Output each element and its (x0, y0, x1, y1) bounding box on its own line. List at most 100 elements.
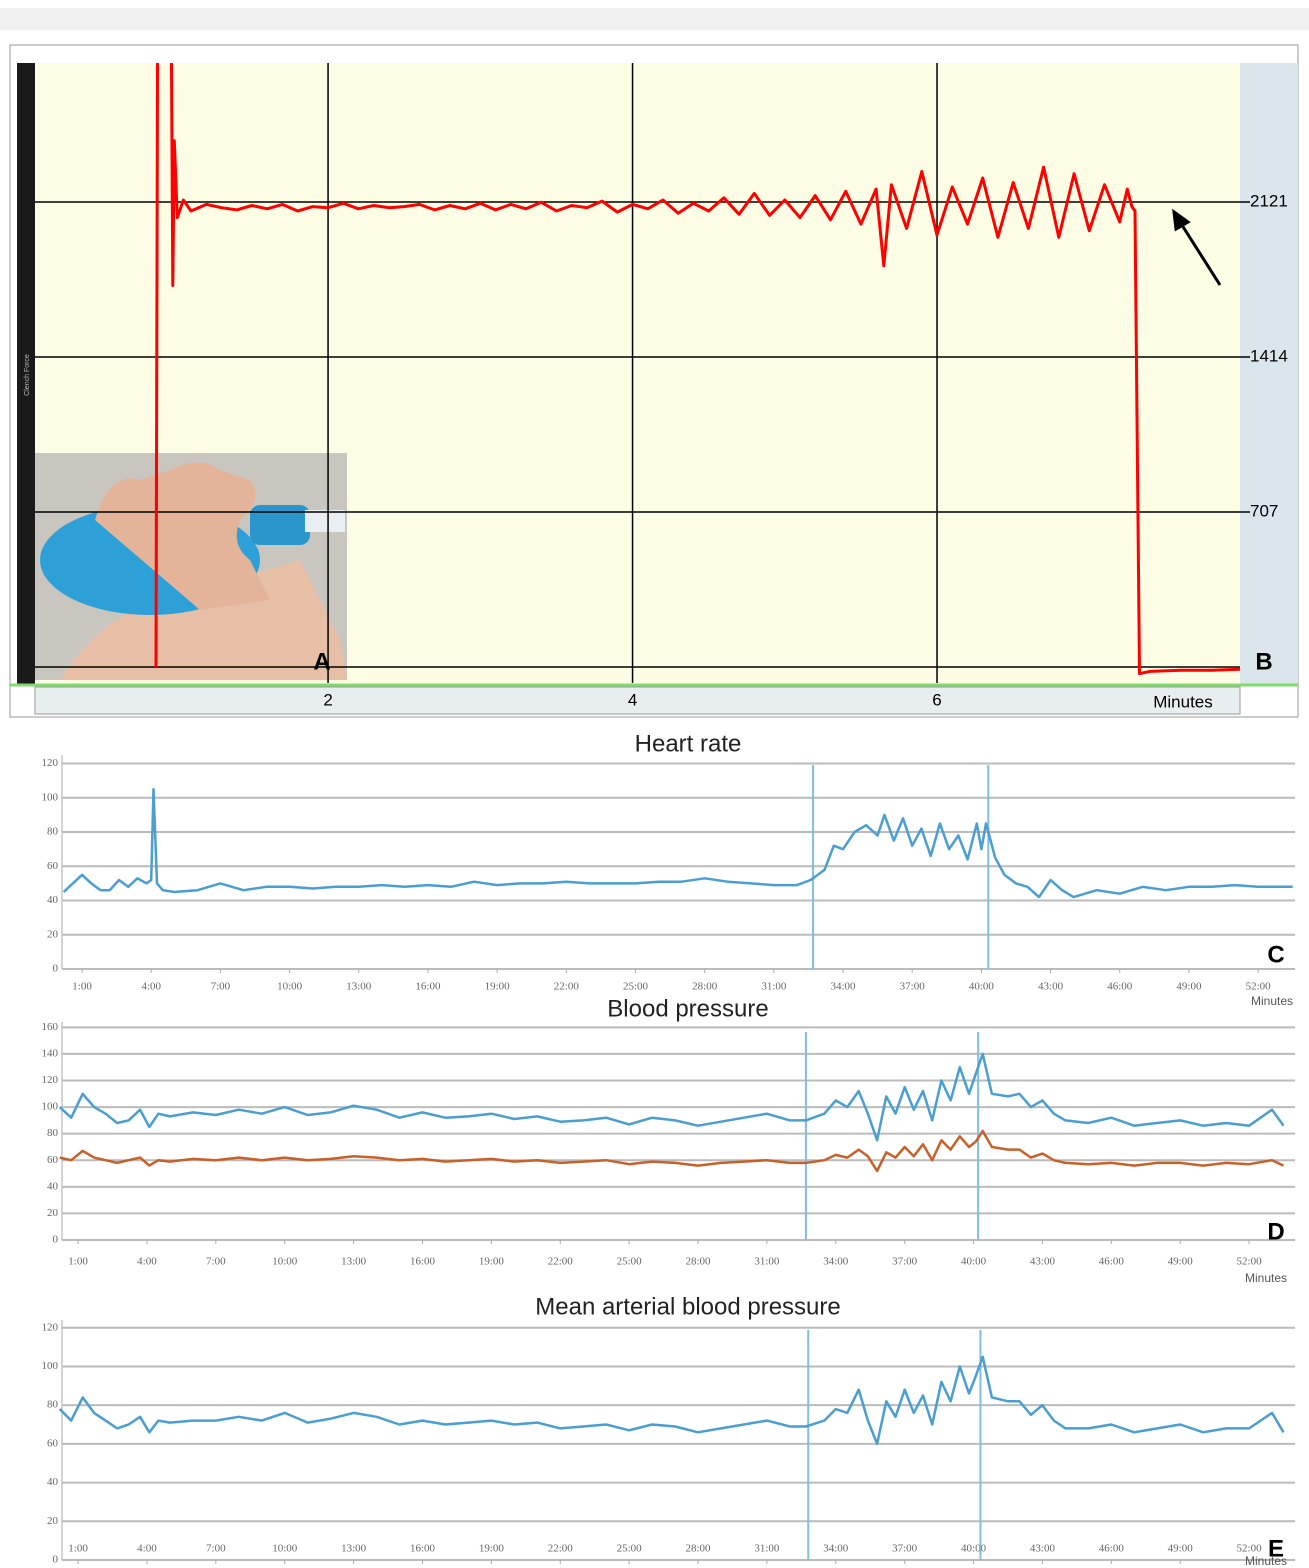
x-tick-label: 46:00 (1107, 981, 1133, 993)
y-tick-label: 80 (47, 1399, 59, 1411)
hand-palm (60, 560, 347, 680)
data-line (154, 63, 1240, 676)
x-tick-label: 40:00 (969, 981, 995, 993)
y-tick-label: 40 (47, 894, 59, 906)
x-tick-label: 28:00 (685, 1543, 711, 1555)
x-tick-label: 7:00 (206, 1543, 226, 1555)
arrow-head (1172, 208, 1191, 232)
x-tick-label: 16:00 (410, 1256, 436, 1268)
tube (305, 510, 345, 532)
x-tick-label: 1:00 (68, 1543, 88, 1555)
y-tick-label: 707 (1250, 501, 1278, 520)
x-tick-label: 4 (628, 690, 637, 709)
fingers (95, 462, 270, 610)
y-tick-label: 0 (53, 1234, 59, 1246)
x-axis-label: Minutes (1153, 692, 1213, 711)
y-tick-label: 40 (47, 1180, 59, 1192)
y-tick-label: 20 (47, 928, 59, 940)
x-tick-label: 10:00 (272, 1256, 298, 1268)
bulb-neck (250, 505, 310, 545)
x-tick-label: 34:00 (823, 1256, 849, 1268)
data-line (62, 787, 1293, 899)
y-tick-label: 60 (47, 860, 59, 872)
x-tick-label: 6 (932, 690, 941, 709)
y-tick-label: 100 (42, 1360, 59, 1372)
x-axis-label: Minutes (1251, 994, 1293, 1008)
x-tick-label: 49:00 (1168, 1256, 1194, 1268)
right-axis-panel (1240, 63, 1298, 685)
y-tick-label: 60 (47, 1437, 59, 1449)
y-tick-label: 1414 (1250, 346, 1288, 365)
left-strip (17, 63, 35, 685)
data-line (59, 1129, 1285, 1173)
x-tick-label: 4:00 (137, 1256, 157, 1268)
x-axis-label: Minutes (1245, 1271, 1287, 1285)
x-tick-label: 49:00 (1176, 981, 1202, 993)
inset-photo (35, 453, 347, 680)
x-tick-label: 19:00 (479, 1543, 505, 1555)
panel-label: B (1255, 648, 1272, 675)
x-tick-label: 43:00 (1030, 1543, 1056, 1555)
x-tick-label: 19:00 (479, 1256, 505, 1268)
x-tick-label: 4:00 (137, 1543, 157, 1555)
y-tick-label: 0 (53, 963, 59, 975)
x-axis-label: Minutes (1245, 1554, 1287, 1568)
x-tick-label: 7:00 (206, 1256, 226, 1268)
y-tick-label: 100 (42, 791, 59, 803)
x-tick-label: 37:00 (900, 981, 926, 993)
x-tick-label: 34:00 (823, 1543, 849, 1555)
y-tick-label: 80 (47, 1127, 59, 1139)
x-tick-label: 1:00 (68, 1256, 88, 1268)
x-tick-label: 31:00 (754, 1543, 780, 1555)
y-tick-label: 160 (42, 1021, 59, 1033)
x-axis-strip (34, 686, 1241, 715)
x-tick-label: 22:00 (548, 1256, 574, 1268)
y-axis-label: Clench Force (24, 354, 31, 396)
y-tick-label: 2121 (1250, 191, 1288, 210)
toolbar (0, 8, 1309, 30)
chart-title: Blood pressure (607, 995, 768, 1022)
x-tick-label: 49:00 (1168, 1543, 1194, 1555)
x-tick-label: 13:00 (341, 1543, 367, 1555)
x-tick-label: 37:00 (892, 1256, 918, 1268)
x-tick-label: 40:00 (961, 1256, 987, 1268)
x-tick-label: 31:00 (761, 981, 787, 993)
x-tick-label: 28:00 (685, 1256, 711, 1268)
data-line (58, 1355, 1285, 1446)
x-tick-label: 22:00 (554, 981, 580, 993)
y-tick-label: 20 (47, 1207, 59, 1219)
x-tick-label: 13:00 (346, 981, 372, 993)
y-tick-label: 120 (42, 1321, 59, 1333)
y-tick-label: 100 (42, 1101, 59, 1113)
x-tick-label: 19:00 (485, 981, 511, 993)
x-tick-label: 52:00 (1246, 981, 1272, 993)
x-tick-label: 2 (323, 690, 332, 709)
x-tick-label: 25:00 (617, 1543, 643, 1555)
y-tick-label: 120 (42, 757, 59, 769)
chart-title: Heart rate (635, 730, 742, 757)
x-tick-label: 4:00 (141, 981, 161, 993)
x-tick-label: 46:00 (1099, 1543, 1125, 1555)
y-tick-label: 60 (47, 1154, 59, 1166)
x-tick-label: 25:00 (617, 1256, 643, 1268)
x-tick-label: 28:00 (692, 981, 718, 993)
y-tick-label: 0 (53, 1554, 59, 1566)
x-tick-label: 34:00 (830, 981, 856, 993)
x-tick-label: 31:00 (754, 1256, 780, 1268)
y-tick-label: 40 (47, 1476, 59, 1488)
panel-label: E (1268, 1535, 1284, 1562)
panel-label: D (1267, 1218, 1284, 1245)
x-tick-label: 52:00 (1237, 1256, 1263, 1268)
x-tick-label: 40:00 (961, 1543, 987, 1555)
x-tick-label: 46:00 (1099, 1256, 1125, 1268)
panel-label-a: A (313, 648, 330, 675)
y-tick-label: 20 (47, 1515, 59, 1527)
x-tick-label: 22:00 (548, 1543, 574, 1555)
chart-title: Mean arterial blood pressure (535, 1293, 841, 1320)
y-tick-label: 120 (42, 1074, 59, 1086)
x-tick-label: 10:00 (272, 1543, 298, 1555)
x-tick-label: 7:00 (211, 981, 231, 993)
x-tick-label: 10:00 (277, 981, 303, 993)
